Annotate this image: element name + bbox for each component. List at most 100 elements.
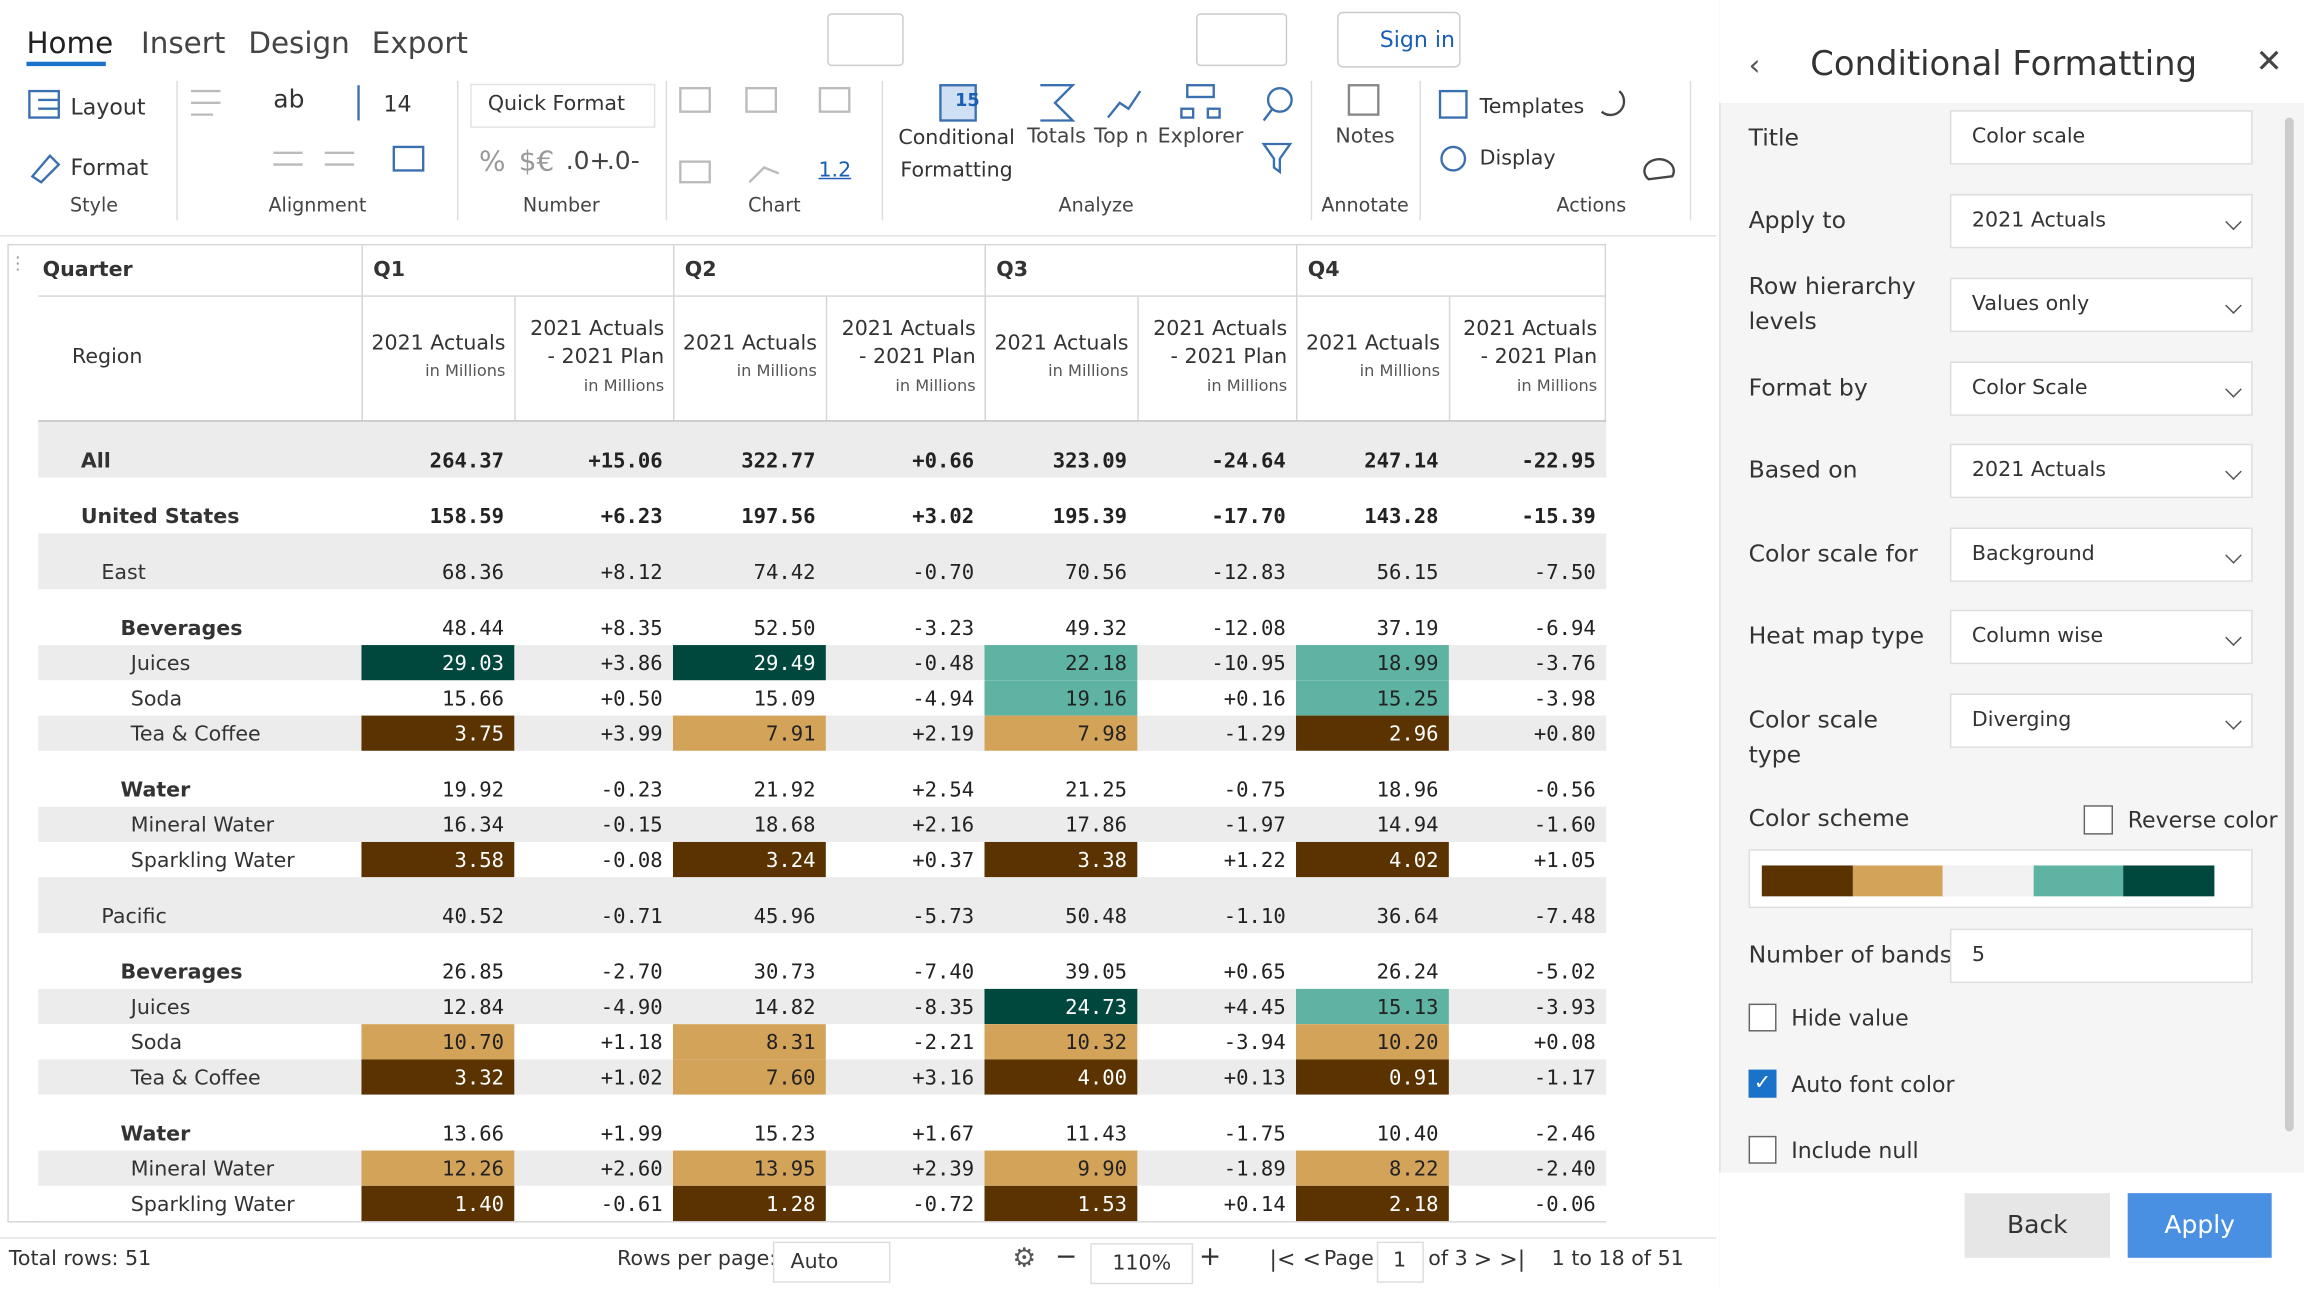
cell-value: 195.39 [1053,503,1127,532]
column-unit: in Millions [1143,372,1287,401]
text-input[interactable]: 5 [1950,929,2253,983]
totals-button[interactable]: Totals [1027,122,1086,151]
layout-button[interactable]: Layout [71,93,146,122]
column-divider [514,297,515,420]
cell: -24.64 [1137,422,1296,478]
notes-button[interactable]: Notes [1335,122,1394,151]
row-label: Juices [131,649,191,678]
scrollbar[interactable] [2285,118,2294,1132]
cell: +2.60 [514,1151,673,1186]
cell: -0.48 [826,645,985,680]
cell: -10.95 [1137,645,1296,680]
row-label: Juices [131,993,191,1022]
cell-value: -1.17 [1534,1064,1596,1093]
cell-value: 9.90 [1077,1155,1127,1184]
cell-value: 52.50 [754,614,816,643]
separator [1311,81,1312,221]
checkbox[interactable] [2084,805,2113,834]
zoom[interactable]: 110% [1112,1249,1171,1278]
text-input[interactable]: Color scale [1950,110,2253,164]
dropdown[interactable]: Diverging [1950,694,2253,748]
dropdown[interactable]: Background [1950,528,2253,582]
cell: 264.37 [361,422,514,478]
decrease-decimals[interactable]: .0- [607,147,640,176]
cell-value: -7.40 [912,958,974,987]
group-label: Analyze [1059,192,1134,221]
zoom-out[interactable]: − [1055,1243,1077,1272]
currency-button[interactable]: $€ [519,147,555,176]
checkbox[interactable]: ✓ [1749,1070,1777,1098]
cell-value: -8.35 [912,993,974,1022]
cell: 40.52 [361,877,514,933]
checkbox[interactable] [1749,1136,1777,1164]
format-button[interactable]: Format [71,153,149,182]
apply-button[interactable]: Apply [2128,1193,2272,1258]
dropdown[interactable]: Values only [1950,278,2253,332]
cell-value: 2.96 [1389,720,1439,749]
dropdown[interactable]: 2021 Actuals [1950,194,2253,248]
cell: +0.13 [1137,1059,1296,1094]
page-prev[interactable]: |< < [1270,1245,1321,1274]
cell-value: 15.13 [1377,993,1439,1022]
field-label: Number of bands [1749,937,1955,972]
top-n-button[interactable]: Top n [1094,122,1148,151]
cell: -0.23 [514,751,673,807]
table-row: Soda10.70+1.188.31-2.2110.32-3.9410.20+0… [38,1024,1606,1059]
column-unit: in Millions [1302,357,1440,386]
conditional-formatting-button[interactable]: Conditional Formatting [893,122,1019,187]
group-label: Annotate [1321,192,1408,221]
cell: -22.95 [1449,422,1606,478]
cell: -2.46 [1449,1095,1606,1151]
cell-value: 36.64 [1377,902,1439,931]
cell: 21.25 [984,751,1137,807]
cell-value: 12.84 [442,993,504,1022]
separator [882,81,883,221]
color-scheme-select[interactable] [1749,849,2253,908]
dropdown[interactable]: Color Scale [1950,361,2253,415]
dropdown[interactable]: Column wise [1950,610,2253,664]
dropdown[interactable]: 2021 Actuals [1950,444,2253,498]
templates-button[interactable]: Templates [1480,93,1585,122]
cell-value: 3.32 [454,1064,504,1093]
cell: -7.48 [1449,877,1606,933]
cell: -0.61 [514,1186,673,1221]
cell: 12.26 [361,1151,514,1186]
cell-value: 1.40 [454,1190,504,1219]
rows-per-page[interactable]: Auto [791,1248,839,1277]
checkbox[interactable] [1749,1004,1777,1032]
settings-icon[interactable]: ⚙ [1012,1245,1036,1274]
cell-value: -0.72 [912,1190,974,1219]
font-size[interactable]: 14 [384,90,412,119]
chevron [2225,629,2242,646]
cell-value: 322.77 [741,447,815,476]
cell: 197.56 [673,478,826,534]
close-button[interactable]: ✕ [2256,48,2283,77]
checkbox-label: Auto font color [1791,1070,1954,1099]
explorer-button[interactable]: Explorer [1158,122,1244,151]
field-label: Color scale for [1749,536,1933,571]
cell: -17.70 [1137,478,1296,534]
page[interactable]: 1 [1393,1246,1406,1275]
increase-decimals[interactable]: .0+ [566,147,611,176]
percent-button[interactable]: % [479,147,506,176]
cell-value: 15.25 [1377,685,1439,714]
cell-value: -3.93 [1534,993,1596,1022]
column-title: 2021 Actuals [990,331,1128,359]
cell-value: +3.99 [601,720,663,749]
grip[interactable]: ⋮ [9,248,27,277]
display-button[interactable]: Display [1480,144,1556,173]
chart-value[interactable]: 1.2 [818,156,851,185]
color-swatch [2033,865,2124,896]
cell-value: 14.82 [754,993,816,1022]
back-arrow[interactable]: ‹ [1749,50,1761,79]
zoom-in[interactable]: + [1199,1243,1221,1272]
cell: 29.03 [361,645,514,680]
back-button[interactable]: Back [1965,1193,2110,1258]
cell-value: 1.28 [766,1190,816,1219]
wrap-button[interactable]: ab [273,85,304,114]
cell-value: +0.08 [1534,1029,1596,1058]
cell: +8.35 [514,589,673,645]
page-next[interactable]: > >| [1474,1245,1525,1274]
cell-value: 4.02 [1389,846,1439,875]
quick-format[interactable]: Quick Format [488,90,625,119]
